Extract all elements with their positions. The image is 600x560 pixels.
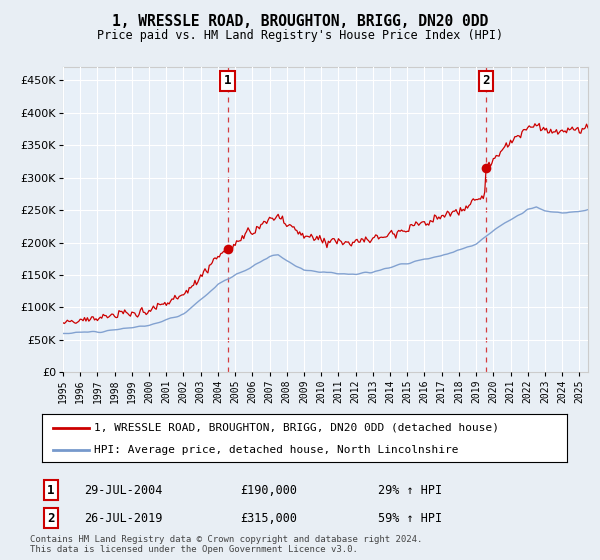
Text: Price paid vs. HM Land Registry's House Price Index (HPI): Price paid vs. HM Land Registry's House … [97, 29, 503, 42]
Text: 1, WRESSLE ROAD, BROUGHTON, BRIGG, DN20 0DD (detached house): 1, WRESSLE ROAD, BROUGHTON, BRIGG, DN20 … [95, 423, 499, 433]
Text: 26-JUL-2019: 26-JUL-2019 [84, 511, 163, 525]
Text: 59% ↑ HPI: 59% ↑ HPI [378, 511, 442, 525]
Text: HPI: Average price, detached house, North Lincolnshire: HPI: Average price, detached house, Nort… [95, 445, 459, 455]
Text: 1, WRESSLE ROAD, BROUGHTON, BRIGG, DN20 0DD: 1, WRESSLE ROAD, BROUGHTON, BRIGG, DN20 … [112, 14, 488, 29]
Text: 1: 1 [224, 74, 232, 87]
Text: £190,000: £190,000 [240, 483, 297, 497]
Text: 29-JUL-2004: 29-JUL-2004 [84, 483, 163, 497]
Text: 2: 2 [482, 74, 490, 87]
Text: 2: 2 [47, 511, 55, 525]
Text: 29% ↑ HPI: 29% ↑ HPI [378, 483, 442, 497]
Text: 1: 1 [47, 483, 55, 497]
Text: £315,000: £315,000 [240, 511, 297, 525]
Text: Contains HM Land Registry data © Crown copyright and database right 2024.
This d: Contains HM Land Registry data © Crown c… [30, 535, 422, 554]
